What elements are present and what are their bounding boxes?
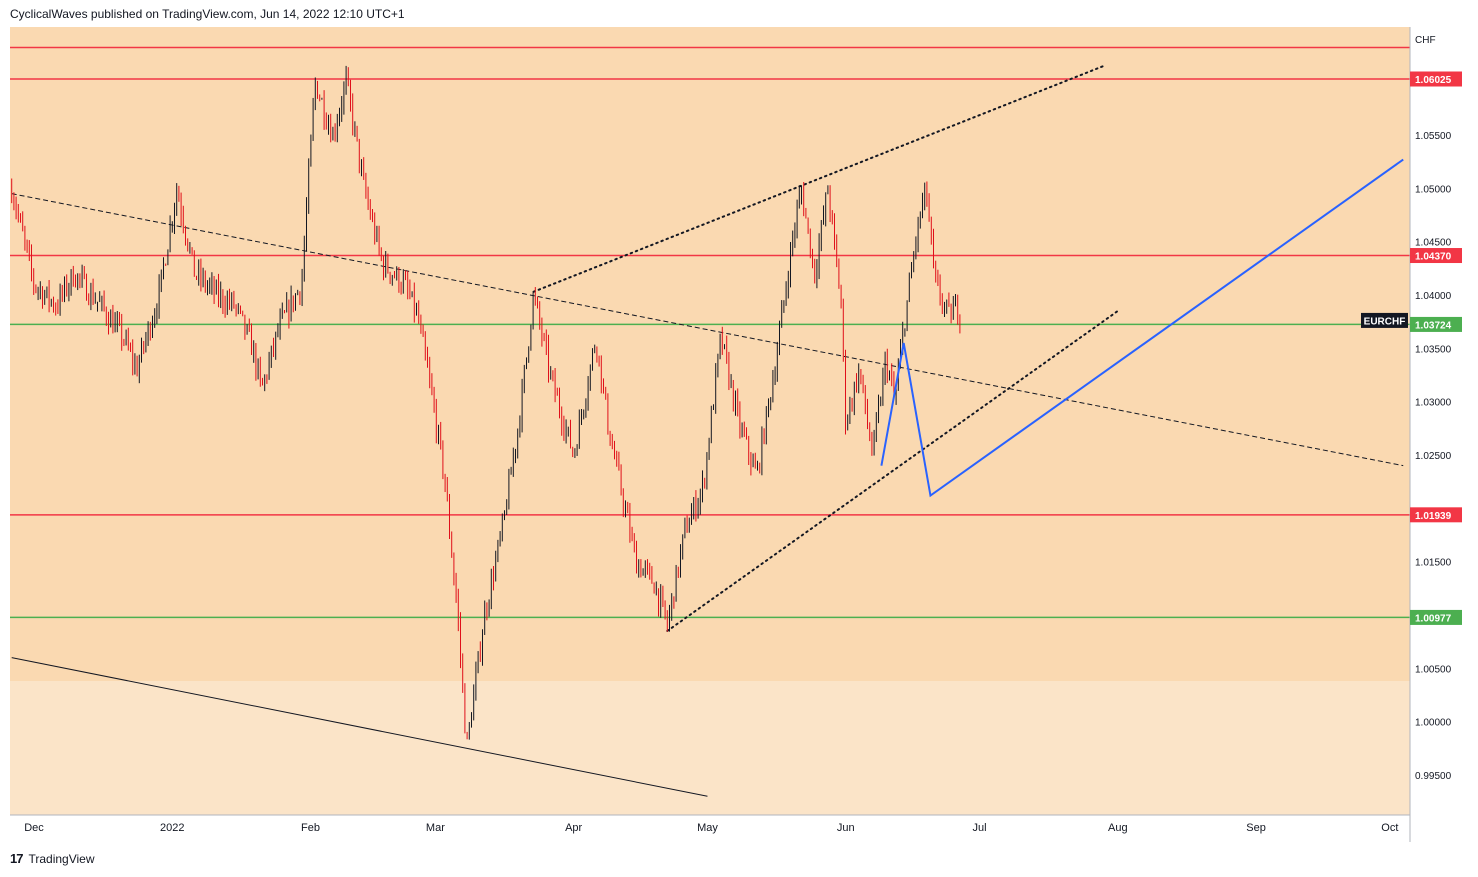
footer-branding: 17 TradingView [10,851,95,866]
chart-area[interactable]: 1.05500 1.05000 1.04500 1.04000 1.03500 1.030… [10,27,1468,842]
price-badge-1-bg [1410,248,1462,264]
time-tick-label: Sep [1246,822,1266,834]
time-tick-label: Oct [1381,822,1398,834]
upper-channel-dotted [532,64,1106,293]
current-price-badge: 1.03724 [1415,320,1452,331]
price-axis[interactable]: 1.05500 1.05000 1.04500 1.04000 1.03500 1.030… [1415,131,1452,782]
price-tick-label: 1.05500 [1415,131,1452,142]
lower-support-line [11,657,708,797]
time-tick-label: 2022 [160,822,184,834]
symbol-tag: EURCHF [1364,316,1406,327]
blue-zigzag-projection [880,158,1404,498]
price-tick-label: 1.01500 [1415,558,1452,569]
price-tick-label: 1.04000 [1415,291,1452,302]
current-price-badge-bg [1410,316,1462,332]
time-tick-label: May [697,822,718,834]
price-tick-label: 1.00500 [1415,664,1452,675]
price-tick-label: 1.02500 [1415,451,1452,462]
time-tick-label: Apr [565,822,582,834]
price-badge-0: 1.06025 [1415,75,1452,86]
price-chart[interactable]: 1.05500 1.05000 1.04500 1.04000 1.03500 1.030… [10,27,1468,842]
currency-label: CHF [1415,35,1436,46]
price-badge-2-bg [1410,507,1462,523]
publisher-caption: CyclicalWaves published on TradingView.c… [10,7,405,21]
price-tick-label: 1.03000 [1415,398,1452,409]
lower-channel-dotted [666,309,1119,632]
price-tick-label: 0.99500 [1415,771,1452,782]
price-badge-3-bg [1410,609,1462,625]
time-axis[interactable]: Dec 2022 Feb Mar Apr May Jun Jul Aug Sep Oct [24,822,1398,834]
time-tick-label: Dec [24,822,44,834]
dashed-trendline [11,193,1404,467]
symbol-tag-bg [1361,312,1408,328]
time-tick-label: Feb [301,822,320,834]
tradingview-logo-icon: 17 [10,851,24,866]
price-badge-1: 1.04370 [1415,252,1452,263]
price-tick-label: 1.04500 [1415,238,1452,249]
time-tick-label: Jun [837,822,855,834]
price-tick-label: 1.00000 [1415,718,1452,729]
time-tick-label: Aug [1108,822,1128,834]
time-tick-label: Jul [972,822,986,834]
time-tick-label: Mar [426,822,445,834]
price-tick-label: 1.03500 [1415,344,1452,355]
price-badge-0-bg [1410,71,1462,87]
price-badge-2: 1.01939 [1415,511,1452,522]
tradingview-brand: TradingView [28,851,95,866]
lower-shaded-zone [10,681,1410,815]
price-badge-3: 1.00977 [1415,613,1452,624]
price-tick-label: 1.05000 [1415,184,1452,195]
